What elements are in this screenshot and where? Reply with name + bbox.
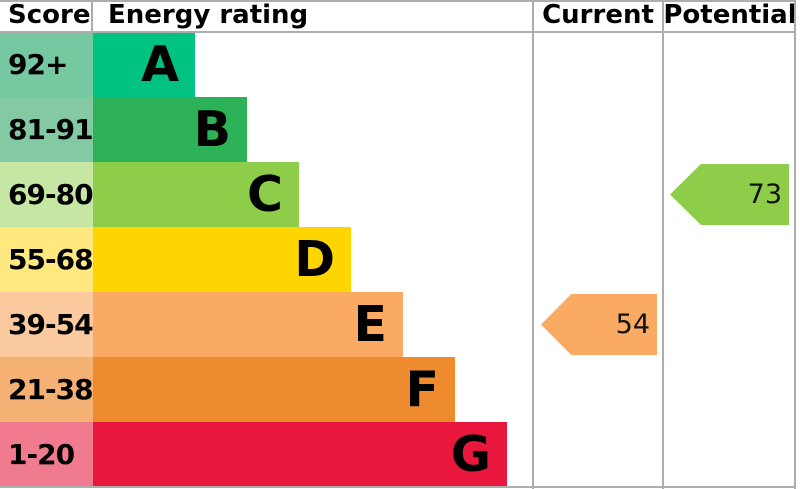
band-letter-e: E bbox=[353, 296, 387, 353]
band-bar-c: C bbox=[93, 162, 299, 227]
band-letter-f: F bbox=[405, 361, 439, 418]
bottom-border-line bbox=[0, 486, 796, 488]
band-row-d: 55-68 D bbox=[0, 227, 507, 292]
band-bar-d: D bbox=[93, 227, 351, 292]
potential-rating-value: 73 bbox=[747, 179, 782, 210]
current-rating-arrow: 54 bbox=[541, 294, 657, 355]
band-letter-g: G bbox=[450, 426, 491, 483]
energy-rating-column-header: Energy rating bbox=[108, 0, 309, 30]
potential-rating-arrow: 73 bbox=[670, 164, 789, 225]
header-bottom-line bbox=[0, 31, 796, 33]
band-letter-d: D bbox=[294, 231, 335, 288]
band-row-g: 1-20 G bbox=[0, 422, 507, 487]
band-bar-g: G bbox=[93, 422, 507, 487]
score-range-d: 55-68 bbox=[0, 227, 94, 292]
band-letter-a: A bbox=[141, 36, 179, 93]
band-bar-b: B bbox=[93, 97, 247, 162]
potential-column-header: Potential bbox=[663, 0, 797, 30]
current-potential-divider-line bbox=[662, 0, 664, 489]
band-row-e: 39-54 E bbox=[0, 292, 507, 357]
score-range-b: 81-91 bbox=[0, 97, 94, 162]
band-row-a: 92+ A bbox=[0, 32, 507, 97]
band-bar-f: F bbox=[93, 357, 455, 422]
band-bar-e: E bbox=[93, 292, 403, 357]
score-range-a: 92+ bbox=[0, 32, 93, 97]
top-border-line bbox=[0, 0, 796, 2]
band-bar-a: A bbox=[93, 32, 195, 97]
current-column-header: Current bbox=[542, 0, 654, 30]
band-letter-b: B bbox=[193, 101, 231, 158]
score-range-f: 21-38 bbox=[0, 357, 94, 422]
band-row-c: 69-80 C bbox=[0, 162, 507, 227]
band-row-b: 81-91 B bbox=[0, 97, 507, 162]
current-rating-value: 54 bbox=[615, 309, 650, 340]
score-energy-divider-line bbox=[91, 0, 93, 33]
header-row: Score Energy rating Current Potential bbox=[0, 0, 800, 32]
energy-current-divider-line bbox=[532, 0, 534, 489]
right-border-line bbox=[794, 0, 796, 489]
score-range-c: 69-80 bbox=[0, 162, 94, 227]
band-letter-c: C bbox=[247, 166, 283, 223]
score-column-header: Score bbox=[8, 0, 91, 30]
score-range-e: 39-54 bbox=[0, 292, 94, 357]
band-row-f: 21-38 F bbox=[0, 357, 507, 422]
score-range-g: 1-20 bbox=[0, 422, 93, 487]
band-rows: 92+ A 81-91 B 69-80 C 55-68 D 39-54 E 21-38 F 1-20 G bbox=[0, 32, 507, 487]
